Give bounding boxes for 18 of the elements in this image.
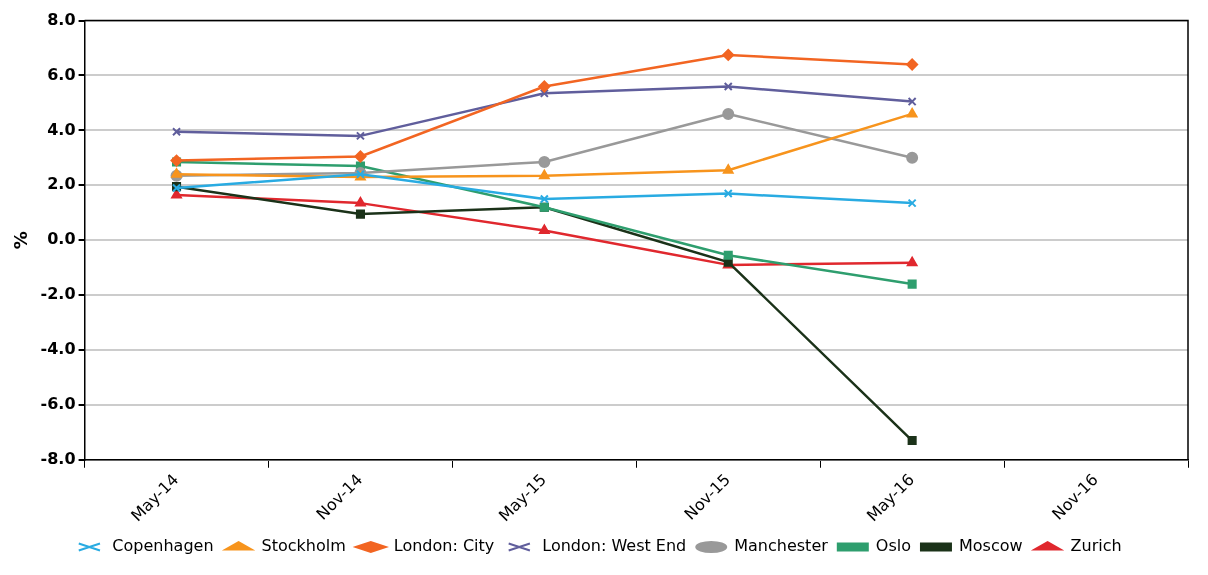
- legend-label: Manchester: [734, 536, 829, 556]
- legend-label: Oslo: [875, 536, 911, 556]
- legend-label: Moscow: [958, 536, 1023, 556]
- legend-label: Copenhagen: [112, 536, 214, 556]
- y-tick-label: 6.0: [47, 64, 76, 84]
- y-tick-label: -4.0: [40, 339, 76, 359]
- y-tick-label: 8.0: [47, 9, 76, 29]
- y-tick-label: 2.0: [47, 174, 76, 194]
- legend-label: Stockholm: [261, 536, 346, 556]
- y-tick-label: 4.0: [47, 119, 76, 139]
- legend-label: Zurich: [1070, 536, 1122, 556]
- legend-label: London: City: [393, 536, 495, 556]
- y-tick-label: -6.0: [40, 394, 76, 414]
- y-tick-label: -8.0: [40, 448, 76, 468]
- y-axis-title: %: [10, 231, 32, 250]
- y-tick-label: -2.0: [40, 284, 76, 304]
- legend-label: London: West End: [542, 536, 687, 556]
- y-tick-label: 0.0: [47, 229, 76, 249]
